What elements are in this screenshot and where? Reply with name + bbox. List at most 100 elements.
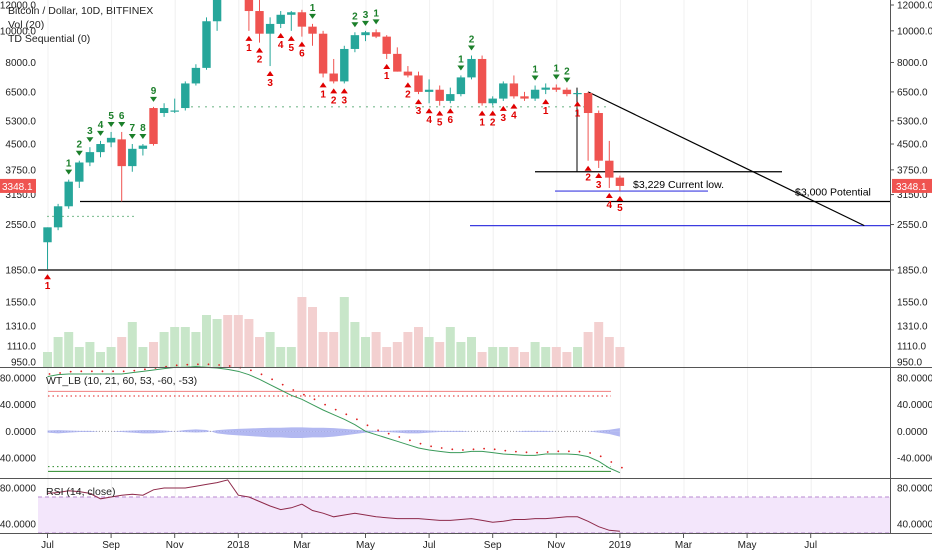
price-badge-right bbox=[892, 178, 932, 193]
td-count-label: 3 bbox=[416, 106, 422, 117]
td-arrow-down bbox=[309, 13, 316, 19]
td-arrow-down bbox=[372, 19, 380, 25]
td-arrow-up bbox=[510, 103, 518, 109]
rsi-tick-label: 40.0000 bbox=[897, 520, 932, 531]
wt2-dot bbox=[398, 436, 401, 438]
tdst-dot bbox=[597, 106, 599, 108]
tdst-dot bbox=[87, 215, 89, 218]
volume-bar bbox=[583, 332, 593, 367]
volume-tick-label: 1550.0 bbox=[897, 298, 928, 309]
wt2-dot bbox=[303, 393, 305, 396]
tdst-dot bbox=[534, 106, 536, 108]
tdst-dot bbox=[52, 215, 54, 218]
annotations: $3,229 Current low. $3,000 Potential bbox=[633, 179, 871, 198]
price-tick-label: 2550.0 bbox=[897, 220, 928, 231]
tdst-dots bbox=[47, 106, 606, 218]
td-count-label: 8 bbox=[140, 123, 146, 134]
wt2-dot bbox=[144, 368, 146, 371]
candle-body bbox=[75, 162, 84, 182]
tdst-dot bbox=[352, 106, 354, 108]
td-count-label: 1 bbox=[66, 159, 72, 170]
tdst-dot bbox=[233, 106, 235, 108]
price-tick-label-left: 12000.0 bbox=[0, 1, 36, 12]
td-sequential-legend[interactable]: TD Sequential (0) bbox=[8, 33, 91, 45]
price-tick-label: 5300.0 bbox=[897, 116, 928, 127]
td-count-label: 4 bbox=[607, 200, 613, 211]
candle-body bbox=[96, 144, 105, 153]
wt2-dot bbox=[525, 451, 528, 454]
td-arrow-down bbox=[86, 137, 94, 143]
tdst-dot bbox=[191, 106, 193, 108]
candle-body bbox=[605, 160, 614, 178]
tdst-dot bbox=[541, 106, 543, 108]
wt-fill-area bbox=[47, 429, 620, 438]
main-legend: Bitcoin / Dollar, 10D, BITFINEX Vol (20)… bbox=[8, 4, 153, 46]
tdst-dot bbox=[102, 215, 104, 218]
tdst-dot bbox=[62, 215, 64, 218]
volume-tick-label-left: 1550.0 bbox=[5, 298, 36, 309]
tdst-dot bbox=[436, 106, 438, 108]
rsi-legend[interactable]: RSI (14, close) bbox=[46, 486, 116, 498]
rsi-line bbox=[47, 479, 620, 532]
wt2-dot bbox=[345, 413, 348, 416]
td-arrow-up bbox=[277, 33, 285, 39]
tdst-dot bbox=[366, 106, 368, 108]
td-count-label: 3 bbox=[363, 10, 369, 21]
td-arrow-down bbox=[97, 130, 104, 136]
wt2-dot bbox=[186, 363, 189, 366]
wt2-dot bbox=[281, 383, 284, 386]
td-arrow-up bbox=[44, 274, 51, 280]
tdst-dot bbox=[296, 106, 298, 108]
tdst-dot bbox=[485, 106, 487, 108]
volume-bar bbox=[138, 347, 148, 367]
time-tick-label: Mar bbox=[675, 540, 693, 550]
wt2-dot bbox=[599, 455, 602, 458]
td-arrow-up bbox=[319, 82, 327, 88]
time-tick-label: Sep bbox=[484, 540, 502, 550]
tdst-dot bbox=[359, 106, 361, 108]
candle-body bbox=[170, 110, 179, 112]
price-tick-label: 8000.0 bbox=[897, 58, 928, 69]
wt2-dot bbox=[546, 451, 549, 453]
candle-body bbox=[212, 0, 222, 22]
td-count-label: 2 bbox=[77, 140, 83, 151]
td-arrow-up bbox=[489, 110, 497, 116]
volume-bar bbox=[85, 342, 95, 367]
candle-body bbox=[202, 21, 211, 68]
tdst-dot bbox=[562, 106, 564, 108]
td-count-label: 1 bbox=[575, 108, 581, 119]
wt2-dot bbox=[112, 370, 114, 373]
annotation-current-low: $3,229 Current low. bbox=[633, 179, 724, 191]
time-tick-label: Jul bbox=[423, 540, 436, 550]
candle-body bbox=[403, 71, 413, 76]
tdst-dot bbox=[289, 106, 291, 108]
wt2-dot bbox=[133, 369, 136, 372]
tdst-dot bbox=[345, 106, 347, 108]
td-arrow-up bbox=[330, 88, 338, 94]
volume-legend[interactable]: Vol (20) bbox=[8, 19, 45, 31]
wt2-dot bbox=[462, 449, 464, 451]
annotation-potential: $3,000 Potential bbox=[795, 186, 871, 198]
candle-body bbox=[85, 152, 95, 163]
symbol-title[interactable]: Bitcoin / Dollar, 10D, BITFINEX bbox=[8, 5, 154, 17]
wt2-dot bbox=[271, 378, 273, 381]
rsi-tick-label-left: 80.0000 bbox=[0, 484, 36, 495]
wt2-dot bbox=[621, 466, 623, 469]
td-arrow-up bbox=[404, 82, 412, 88]
volume-bar bbox=[615, 347, 625, 367]
tdst-dot bbox=[429, 106, 431, 108]
volume-bar bbox=[180, 327, 190, 367]
td-count-label: 3 bbox=[501, 113, 507, 124]
tdst-dot bbox=[275, 106, 277, 108]
volume-tick-label: 1110.0 bbox=[897, 342, 927, 353]
wt2-dot bbox=[536, 451, 538, 454]
candle-body bbox=[361, 32, 370, 36]
candle-body bbox=[371, 32, 381, 37]
wt-legend[interactable]: WT_LB (10, 21, 60, 53, -60, -53) bbox=[46, 375, 198, 387]
td-arrow-up bbox=[415, 99, 422, 105]
time-tick-label: May bbox=[356, 540, 375, 550]
rsi-tick-label-left: 40.0000 bbox=[0, 520, 36, 531]
td-arrow-down bbox=[563, 77, 571, 83]
volume-bar bbox=[202, 315, 211, 367]
